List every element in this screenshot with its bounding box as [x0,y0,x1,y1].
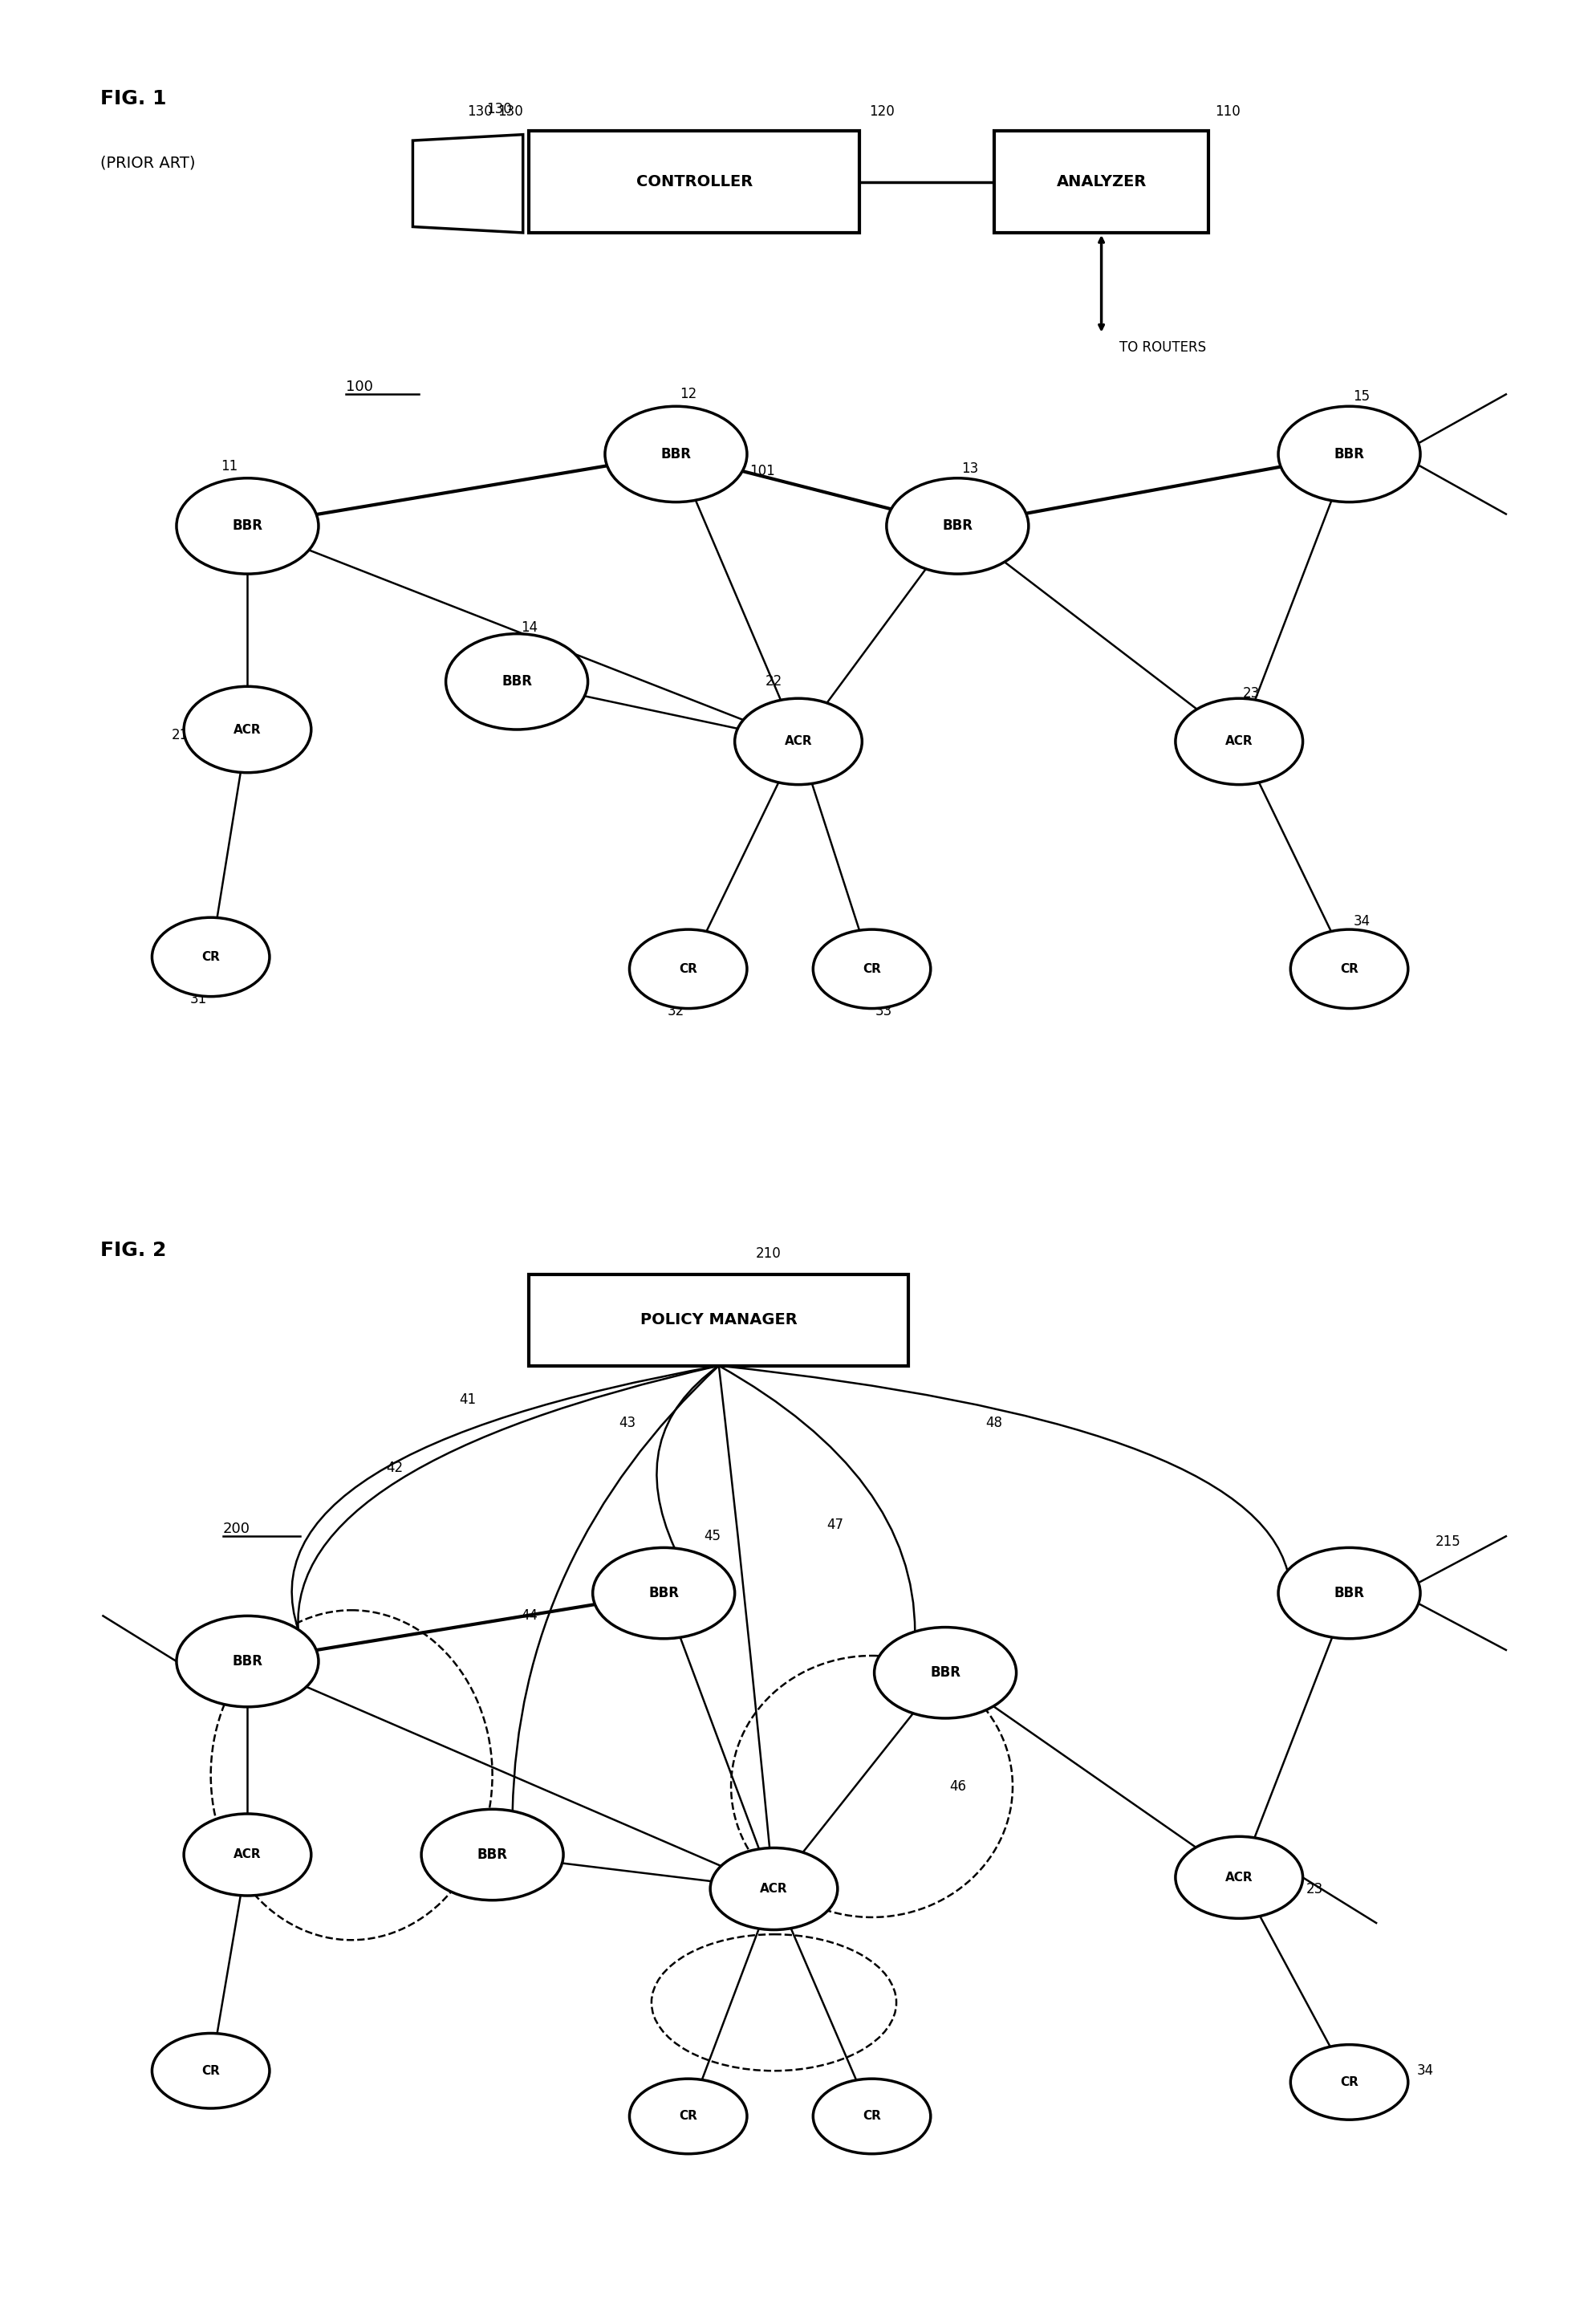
Text: 41: 41 [460,1393,476,1407]
Text: BBR: BBR [929,1666,961,1680]
Text: 14: 14 [520,620,538,636]
Text: CR: CR [201,952,220,963]
Text: BBR: BBR [648,1585,678,1601]
Text: 33: 33 [875,1003,892,1019]
Text: BBR: BBR [231,520,263,534]
Ellipse shape [875,1627,1015,1718]
Ellipse shape [1290,2045,1408,2119]
Text: 32: 32 [667,1003,685,1019]
Ellipse shape [605,406,747,501]
Ellipse shape [445,634,587,729]
Text: BBR: BBR [231,1655,263,1669]
Text: CR: CR [1339,963,1358,975]
Ellipse shape [592,1548,734,1639]
Text: 110: 110 [1215,104,1240,118]
Text: 15: 15 [1352,390,1369,404]
Text: BBR: BBR [477,1848,508,1861]
Ellipse shape [177,1615,318,1706]
Text: 23: 23 [1306,1882,1323,1896]
Ellipse shape [1175,699,1302,784]
Ellipse shape [1175,1836,1302,1919]
Text: BBR: BBR [942,520,972,534]
Ellipse shape [812,2080,930,2154]
Text: POLICY MANAGER: POLICY MANAGER [640,1314,796,1328]
Text: 210: 210 [755,1246,780,1260]
Text: 31: 31 [190,991,207,1005]
Text: 130: 130 [498,104,523,118]
Ellipse shape [184,1813,311,1896]
Text: 100: 100 [345,381,372,395]
Ellipse shape [629,928,747,1007]
Text: ACR: ACR [1224,736,1253,747]
Text: ACR: ACR [233,1850,262,1861]
Ellipse shape [1278,406,1419,501]
Text: ACR: ACR [1224,1871,1253,1882]
Text: 11: 11 [220,460,238,473]
Text: BBR: BBR [1333,448,1365,462]
Text: BBR: BBR [501,675,531,689]
Ellipse shape [1290,928,1408,1007]
Text: CR: CR [678,2110,697,2121]
Text: CONTROLLER: CONTROLLER [635,174,752,190]
Text: 130: 130 [485,102,511,116]
Text: BBR: BBR [661,448,691,462]
Text: 200: 200 [223,1523,251,1537]
Text: CR: CR [862,963,881,975]
Text: CR: CR [862,2110,881,2121]
Bar [994,130,1208,232]
Text: 45: 45 [704,1530,721,1543]
Text: 13: 13 [961,462,978,476]
Ellipse shape [152,917,270,996]
Text: CR: CR [678,963,697,975]
Text: CR: CR [1339,2077,1358,2089]
Polygon shape [412,135,523,232]
Text: ACR: ACR [760,1882,787,1894]
Ellipse shape [152,2033,270,2107]
Text: (PRIOR ART): (PRIOR ART) [101,156,196,169]
Text: 42: 42 [386,1460,402,1476]
Text: 215: 215 [1435,1534,1460,1548]
Text: TO ROUTERS: TO ROUTERS [1119,341,1207,355]
Text: 34: 34 [1352,914,1369,928]
Ellipse shape [1278,1548,1419,1639]
Text: 101: 101 [749,464,774,478]
Text: ACR: ACR [784,736,812,747]
Ellipse shape [710,1848,838,1929]
Ellipse shape [184,687,311,773]
Text: 21: 21 [171,729,188,743]
Text: 23: 23 [1242,687,1259,701]
Bar [528,1274,908,1365]
Ellipse shape [629,2080,747,2154]
Text: 48: 48 [985,1416,1002,1430]
Text: FIG. 1: FIG. 1 [101,88,166,109]
Text: 120: 120 [868,104,894,118]
Text: 47: 47 [827,1518,843,1532]
Text: 34: 34 [1416,2063,1433,2077]
Text: 130: 130 [468,104,493,118]
Ellipse shape [177,478,318,573]
Text: 22: 22 [764,675,782,689]
Text: CR: CR [201,2066,220,2077]
Text: 46: 46 [948,1780,966,1794]
Ellipse shape [886,478,1028,573]
Text: FIG. 2: FIG. 2 [101,1239,166,1260]
Text: ANALYZER: ANALYZER [1057,174,1146,190]
Text: 44: 44 [520,1608,538,1622]
Ellipse shape [734,699,862,784]
Text: 12: 12 [680,388,696,402]
Text: BBR: BBR [1333,1585,1365,1601]
Text: ACR: ACR [233,724,262,736]
Bar [528,130,859,232]
Text: 43: 43 [618,1416,635,1430]
Ellipse shape [812,928,930,1007]
Ellipse shape [421,1810,563,1901]
